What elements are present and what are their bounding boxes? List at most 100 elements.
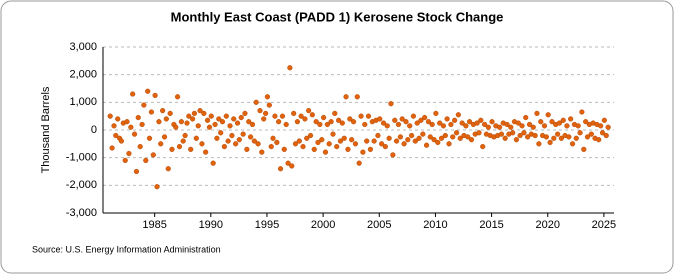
x-tick-label: 1995 — [255, 219, 279, 231]
data-point — [169, 146, 175, 152]
data-point — [128, 124, 134, 130]
data-point — [427, 134, 433, 140]
data-point — [276, 119, 282, 125]
data-point — [156, 119, 162, 125]
data-point — [431, 137, 437, 143]
data-point — [190, 116, 196, 122]
data-point — [261, 116, 267, 122]
x-tick-label: 1990 — [199, 219, 223, 231]
data-point — [508, 124, 514, 130]
data-point — [403, 119, 409, 125]
data-point — [139, 121, 145, 128]
data-point — [360, 149, 366, 155]
y-tick-label: 3,000 — [69, 41, 97, 53]
data-point — [296, 138, 302, 144]
data-point — [206, 124, 213, 130]
data-point — [382, 144, 388, 150]
data-point — [478, 117, 484, 123]
data-point — [180, 138, 186, 144]
x-tick-label: 2005 — [367, 219, 391, 231]
data-point — [504, 121, 510, 128]
data-point — [498, 131, 505, 137]
data-point — [425, 119, 432, 125]
data-point — [517, 132, 523, 139]
data-point — [219, 119, 226, 125]
data-point — [556, 120, 563, 126]
data-point — [410, 113, 417, 119]
y-axis-label: Thousand Barrels — [40, 86, 52, 173]
data-point — [575, 123, 581, 129]
data-point — [482, 121, 488, 128]
data-point — [455, 112, 461, 118]
data-point — [367, 146, 374, 152]
data-point — [158, 141, 164, 147]
data-point — [468, 137, 475, 143]
data-point — [457, 135, 463, 141]
data-point — [268, 144, 274, 150]
source-note: Source: U.S. Energy Information Administ… — [32, 244, 221, 254]
data-point — [195, 123, 201, 129]
data-point — [350, 119, 357, 125]
data-point — [109, 145, 115, 151]
data-point — [336, 117, 342, 123]
data-point — [221, 144, 228, 150]
data-point — [416, 135, 422, 141]
data-point — [437, 120, 443, 126]
data-point — [150, 152, 156, 158]
data-point — [137, 144, 143, 150]
data-point — [423, 142, 430, 148]
data-point — [292, 141, 299, 147]
data-point — [298, 113, 304, 119]
data-point — [380, 120, 387, 126]
data-point — [543, 134, 549, 140]
data-point — [148, 109, 155, 115]
data-point — [322, 149, 329, 155]
data-point — [231, 116, 237, 122]
data-point — [601, 117, 607, 123]
data-point — [145, 88, 151, 94]
data-point — [386, 135, 392, 141]
data-point — [238, 114, 244, 121]
data-point — [538, 119, 544, 125]
data-point — [225, 138, 231, 144]
data-point — [414, 120, 420, 126]
data-point — [365, 113, 372, 119]
data-point — [579, 109, 585, 115]
data-point — [130, 91, 136, 97]
data-point — [328, 119, 334, 125]
data-point — [358, 113, 364, 119]
data-point — [465, 134, 471, 140]
data-point — [409, 132, 415, 139]
y-tick-label: -1,000 — [66, 152, 97, 164]
data-point — [178, 119, 184, 125]
data-point — [347, 116, 353, 122]
data-point — [450, 134, 456, 140]
data-point — [573, 135, 579, 141]
data-point — [388, 101, 394, 107]
data-point — [118, 138, 125, 144]
chart-title: Monthly East Coast (PADD 1) Kerosene Sto… — [171, 9, 504, 24]
data-point — [343, 94, 349, 100]
data-point — [502, 135, 508, 141]
data-point — [332, 110, 338, 117]
x-tick-label: 2020 — [535, 219, 559, 231]
data-point — [152, 92, 158, 99]
data-point — [605, 124, 611, 130]
data-point — [588, 131, 594, 137]
y-tick-label: 2,000 — [69, 69, 97, 81]
data-point — [564, 123, 570, 129]
data-point — [583, 119, 589, 125]
data-point — [536, 141, 542, 147]
data-point — [234, 120, 241, 126]
data-point — [560, 117, 566, 123]
data-point — [122, 157, 128, 164]
data-point — [233, 141, 239, 147]
x-tick-label: 2025 — [592, 219, 616, 231]
data-point — [214, 135, 220, 141]
data-point — [581, 146, 587, 152]
data-point — [545, 112, 551, 118]
data-point — [334, 144, 340, 150]
